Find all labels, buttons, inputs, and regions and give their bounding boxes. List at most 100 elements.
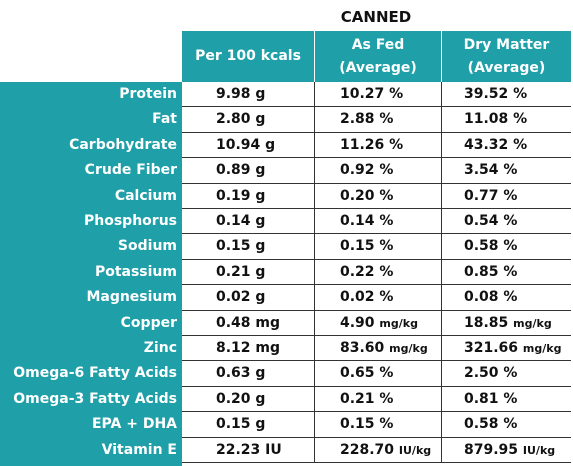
cell-unit: IU/kg xyxy=(522,443,556,457)
cell-unit: g xyxy=(255,238,266,255)
dry-matter-cell: 0.54 % xyxy=(464,209,517,233)
per-100-kcals-cell: 0.14 g xyxy=(216,209,265,233)
cell-value: 2.88 xyxy=(340,111,380,128)
cell-unit: g xyxy=(255,390,266,407)
cell-value: 11.08 xyxy=(464,111,514,128)
dry-matter-cell: 0.58 % xyxy=(464,412,517,436)
row-label: EPA + DHA xyxy=(91,416,177,433)
cell-value: 0.14 xyxy=(340,213,380,229)
row-label: Carbohydrate xyxy=(69,136,177,153)
row-label-column: Protein Fat Carbohydrate Crude Fiber Calcium… xyxy=(0,82,182,466)
cell-unit: mg/kg xyxy=(379,316,418,330)
cell-value: 10.94 xyxy=(216,136,266,153)
row-label: Magnesium xyxy=(86,289,177,306)
cell-value: 0.02 xyxy=(340,289,380,306)
table-row: 0.14 g 0.14 % 0.54 % xyxy=(182,209,571,235)
table-row: 2.80 g 2.88 % 11.08 % xyxy=(182,107,571,133)
cell-unit: % xyxy=(379,213,394,229)
per-100-kcals-cell: 22.23 IU xyxy=(216,438,282,462)
row-label: Omega-3 Fatty Acids xyxy=(13,390,177,407)
cell-value: 228.70 xyxy=(340,441,399,458)
header-label: Dry Matter (Average) xyxy=(463,36,550,76)
cell-value: 0.58 xyxy=(464,238,504,255)
table-body: 9.98 g 10.27 % 39.52 % 2.80 g 2.88 % 11.08 % 1… xyxy=(182,82,571,463)
cell-unit: % xyxy=(503,238,518,255)
row-label: Phosphorus xyxy=(84,213,177,229)
header-dry-matter: Dry Matter (Average) xyxy=(442,31,571,82)
table-row: 8.12 mg 83.60 mg/kg 321.66 mg/kg xyxy=(182,336,571,362)
as-fed-cell: 0.22 % xyxy=(340,260,393,284)
per-100-kcals-cell: 0.19 g xyxy=(216,184,265,208)
cell-value: 0.20 xyxy=(216,390,256,407)
cell-unit: g xyxy=(255,86,266,102)
per-100-kcals-cell: 9.98 g xyxy=(216,82,265,106)
as-fed-cell: 0.15 % xyxy=(340,412,393,436)
table-row: 0.63 g 0.65 % 2.50 % xyxy=(182,361,571,387)
cell-value: 0.02 xyxy=(216,289,256,306)
cell-value: 2.50 xyxy=(464,365,504,382)
table-row: 9.98 g 10.27 % 39.52 % xyxy=(182,82,571,108)
dry-matter-cell: 18.85 mg/kg xyxy=(464,311,552,335)
dry-matter-cell: 3.54 % xyxy=(464,158,517,182)
cell-value: 0.15 xyxy=(340,416,380,433)
per-100-kcals-cell: 0.89 g xyxy=(216,158,265,182)
cell-value: 0.63 xyxy=(216,365,256,382)
cell-unit: % xyxy=(389,86,404,102)
cell-unit: mg xyxy=(255,314,281,331)
cell-value: 0.19 xyxy=(216,187,256,204)
cell-unit: % xyxy=(379,390,394,407)
cell-unit: % xyxy=(379,365,394,382)
cell-unit: g xyxy=(265,136,276,153)
as-fed-cell: 0.02 % xyxy=(340,285,393,309)
cell-unit: % xyxy=(503,162,518,179)
dry-matter-cell: 0.81 % xyxy=(464,387,517,411)
cell-unit: g xyxy=(255,111,266,128)
table-row: 0.20 g 0.21 % 0.81 % xyxy=(182,387,571,413)
as-fed-cell: 0.21 % xyxy=(340,387,393,411)
dry-matter-cell: 0.08 % xyxy=(464,285,517,309)
row-label: Fat xyxy=(152,111,177,128)
header-per-100-kcals: Per 100 kcals xyxy=(182,31,314,82)
row-label: Crude Fiber xyxy=(84,162,177,179)
as-fed-cell: 11.26 % xyxy=(340,133,403,157)
cell-unit: % xyxy=(379,416,394,433)
table-title: CANNED xyxy=(340,8,412,26)
cell-value: 2.80 xyxy=(216,111,256,128)
cell-unit: % xyxy=(513,111,528,128)
cell-unit: g xyxy=(255,263,266,280)
row-label: Zinc xyxy=(143,340,177,356)
cell-unit: g xyxy=(255,187,266,204)
cell-unit: IU xyxy=(265,441,282,458)
cell-unit: % xyxy=(503,365,518,382)
cell-value: 22.23 xyxy=(216,441,266,458)
row-label: Sodium xyxy=(117,238,177,255)
cell-unit: g xyxy=(255,289,266,306)
cell-value: 0.21 xyxy=(216,263,256,280)
per-100-kcals-cell: 8.12 mg xyxy=(216,336,280,360)
table-row: 0.02 g 0.02 % 0.08 % xyxy=(182,285,571,311)
cell-value: 879.95 xyxy=(464,441,523,458)
cell-unit: % xyxy=(379,289,394,306)
table-row: 0.21 g 0.22 % 0.85 % xyxy=(182,260,571,286)
cell-value: 0.65 xyxy=(340,365,380,382)
cell-value: 321.66 xyxy=(464,340,523,356)
cell-value: 8.12 xyxy=(216,340,256,356)
dry-matter-cell: 0.77 % xyxy=(464,184,517,208)
cell-value: 0.81 xyxy=(464,390,504,407)
cell-value: 43.32 xyxy=(464,136,514,153)
cell-value: 39.52 xyxy=(464,86,514,102)
cell-value: 0.08 xyxy=(464,289,504,306)
dry-matter-cell: 43.32 % xyxy=(464,133,527,157)
cell-unit: g xyxy=(255,162,266,179)
per-100-kcals-cell: 0.15 g xyxy=(216,234,265,258)
cell-unit: % xyxy=(379,162,394,179)
cell-value: 0.22 xyxy=(340,263,380,280)
cell-value: 83.60 xyxy=(340,340,390,356)
cell-value: 0.58 xyxy=(464,416,504,433)
as-fed-cell: 10.27 % xyxy=(340,82,403,106)
column-divider xyxy=(441,82,442,463)
table-row: 0.19 g 0.20 % 0.77 % xyxy=(182,184,571,209)
per-100-kcals-cell: 0.21 g xyxy=(216,260,265,284)
row-label: Calcium xyxy=(114,187,177,204)
